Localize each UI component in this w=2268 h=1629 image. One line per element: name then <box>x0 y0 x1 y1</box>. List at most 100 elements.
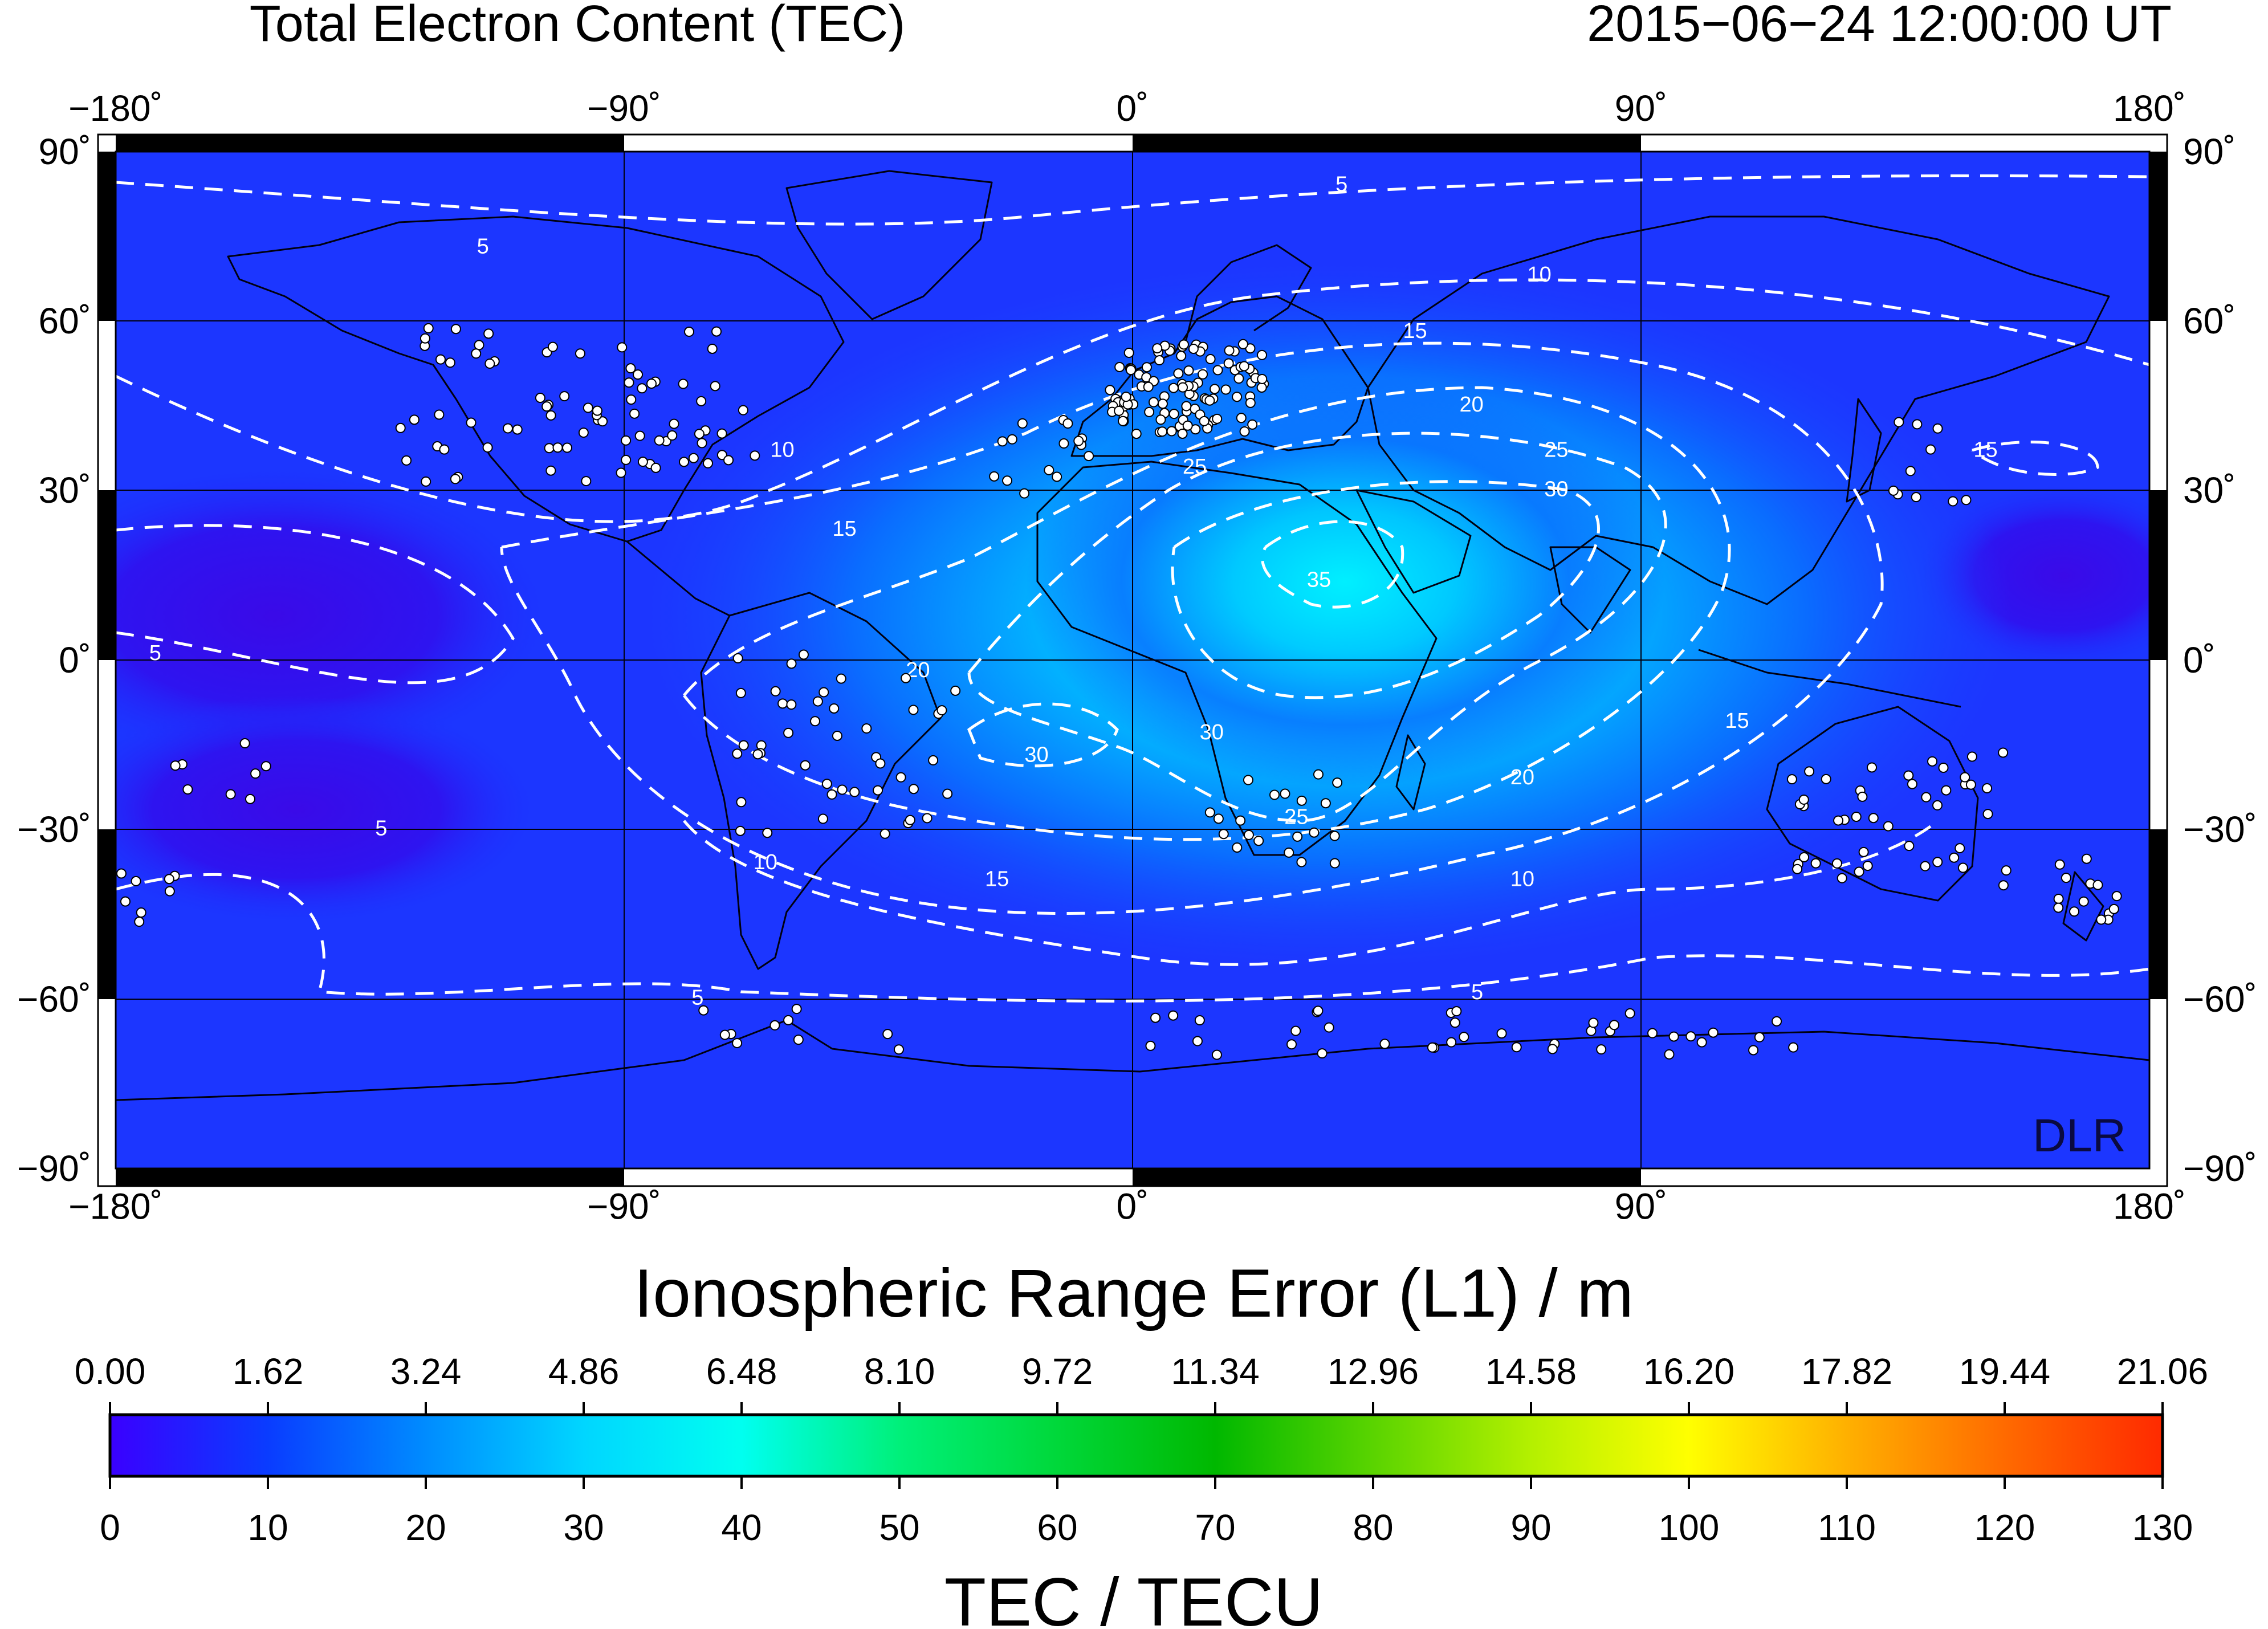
gnss-station-marker <box>1292 831 1303 842</box>
gnss-station-marker <box>716 428 727 439</box>
gnss-station-marker <box>250 768 261 779</box>
gnss-station-marker <box>445 357 455 368</box>
gnss-station-marker <box>1624 1008 1635 1019</box>
border-top-west <box>116 135 624 152</box>
contour-label: 25 <box>1183 455 1207 479</box>
gnss-station-marker <box>1253 836 1264 846</box>
gnss-station-marker <box>1810 858 1821 869</box>
gnss-station-marker <box>719 1029 730 1040</box>
contour-35 <box>1261 520 1404 609</box>
tec-tick-label: 90 <box>1510 1507 1551 1548</box>
gnss-station-marker <box>1296 857 1307 868</box>
gnss-station-marker <box>1921 792 1932 803</box>
gnss-station-marker <box>1199 416 1210 426</box>
gnss-station-marker <box>1148 397 1159 408</box>
gnss-station-marker <box>1058 438 1069 449</box>
gnss-station-marker <box>650 462 661 473</box>
gnss-station-marker <box>800 760 811 771</box>
high-tec-core <box>1026 376 1664 787</box>
gnss-station-marker <box>1007 434 1017 445</box>
gnss-station-marker <box>633 369 644 380</box>
gnss-station-marker <box>1204 807 1215 818</box>
gnss-station-marker <box>646 378 657 389</box>
gnss-station-marker <box>1178 382 1188 393</box>
border-right-equator <box>2149 490 2167 660</box>
gnss-station-marker <box>1792 864 1803 874</box>
gnss-station-marker <box>170 760 181 771</box>
gnss-station-marker <box>707 343 718 354</box>
gnss-station-marker <box>2096 914 2107 925</box>
lat-label-right: −30˚ <box>2183 809 2257 850</box>
lat-label-left: −60˚ <box>17 979 91 1020</box>
contour-30-west <box>967 702 1119 768</box>
lat-label-left: −30˚ <box>17 809 91 850</box>
gnss-station-marker <box>562 442 573 453</box>
gnss-station-marker <box>750 450 760 461</box>
gnss-station-marker <box>694 429 705 439</box>
gnss-station-marker <box>1062 418 1073 429</box>
gnss-station-marker <box>1496 1028 1507 1039</box>
gnss-station-marker <box>1798 794 1809 805</box>
border-left-south <box>98 829 116 999</box>
gnss-station-marker <box>732 653 743 663</box>
gnss-station-marker <box>783 1015 794 1025</box>
gnss-station-marker <box>821 779 832 789</box>
gnss-station-marker <box>1178 339 1189 350</box>
gnss-station-marker <box>2001 865 2012 876</box>
gnss-station-marker <box>1961 495 1972 506</box>
lon-label-top: 0˚ <box>1117 88 1149 129</box>
gnss-station-marker <box>684 327 695 337</box>
gnss-station-marker <box>1239 426 1250 437</box>
gnss-station-marker <box>922 813 933 824</box>
contour-label: 30 <box>1024 743 1048 767</box>
gnss-station-marker <box>1114 405 1125 416</box>
gnss-station-marker <box>732 748 743 759</box>
gnss-station-marker <box>1177 428 1188 439</box>
gnss-station-marker <box>474 340 484 351</box>
border-left-equator <box>98 490 116 660</box>
gnss-station-marker <box>942 788 953 799</box>
gnss-station-marker <box>873 785 883 796</box>
gnss-station-marker <box>260 761 271 772</box>
gnss-station-marker <box>1911 492 1921 503</box>
gnss-station-marker <box>1256 349 1267 360</box>
gnss-station-marker <box>669 418 679 429</box>
lat-label-left: −90˚ <box>17 1148 91 1189</box>
gnss-station-marker <box>575 348 585 359</box>
tec-tick-label: 10 <box>247 1507 288 1548</box>
gnss-station-marker <box>1168 1010 1179 1021</box>
gnss-station-marker <box>928 755 939 765</box>
contour-15 <box>500 341 1884 915</box>
gnss-station-marker <box>547 341 558 352</box>
coastline-greenland <box>785 170 993 320</box>
gnss-station-marker <box>735 687 746 698</box>
gnss-station-marker <box>395 422 406 433</box>
lon-label-bottom: −180˚ <box>68 1186 162 1227</box>
gnss-station-marker <box>1235 815 1246 826</box>
gnss-station-marker <box>637 457 648 467</box>
lon-label-bottom: 0˚ <box>1117 1186 1149 1227</box>
gnss-station-marker <box>1664 1049 1675 1060</box>
gnss-station-marker <box>762 828 773 838</box>
gnss-station-marker <box>1788 1042 1799 1053</box>
coastline-indonesia <box>1698 649 1961 708</box>
gnss-station-marker <box>1052 471 1062 482</box>
coastline-australia <box>1766 706 1979 902</box>
gnss-station-marker <box>559 391 570 402</box>
lat-label-right: 90˚ <box>2183 131 2236 172</box>
gnss-station-marker <box>1121 392 1131 402</box>
lat-label-right: 0˚ <box>2183 640 2216 681</box>
gnss-station-marker <box>1329 858 1340 869</box>
gnss-station-marker <box>696 396 707 406</box>
lon-label-bottom: −90˚ <box>587 1186 661 1227</box>
coastline-europe <box>1070 295 1369 457</box>
gnss-station-marker <box>1211 1049 1222 1060</box>
lat-label-left: 30˚ <box>39 470 92 511</box>
gnss-station-marker <box>1949 852 1960 863</box>
gnss-station-marker <box>2078 896 2089 907</box>
gnss-station-marker <box>2053 902 2064 913</box>
gnss-station-marker <box>1786 774 1797 785</box>
gnss-station-marker <box>1998 880 2009 891</box>
gnss-station-marker <box>2069 906 2080 917</box>
gnss-station-marker <box>1511 1042 1522 1053</box>
